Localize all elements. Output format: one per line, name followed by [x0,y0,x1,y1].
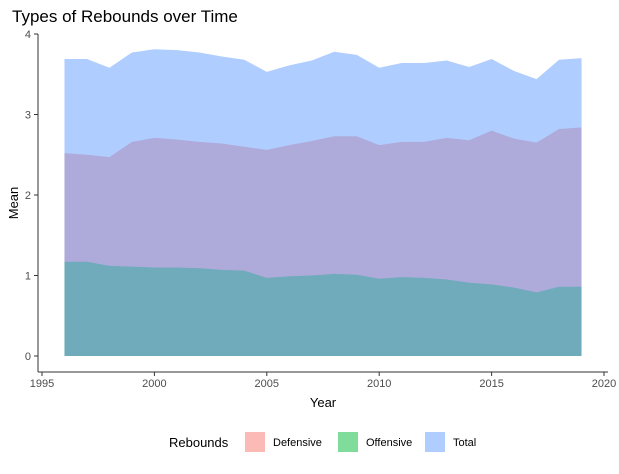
y-tick-label: 2 [25,190,31,202]
axes [37,34,608,373]
y-tick-label: 1 [25,271,31,283]
x-tick-label: 2000 [142,378,166,390]
legend-swatch-offensive [338,432,358,452]
legend-label-offensive: Offensive [366,437,412,449]
x-tick-label: 2010 [367,378,391,390]
x-axis-title: Year [310,395,337,410]
legend-swatch-defensive [245,432,265,452]
legend-label-total: Total [453,437,476,449]
chart-title: Types of Rebounds over Time [12,7,238,26]
legend-title: Rebounds [169,435,229,450]
x-tick-label: 2020 [592,378,616,390]
y-tick-label: 0 [25,351,31,363]
y-tick-label: 4 [25,29,31,41]
x-tick-label: 1995 [30,378,54,390]
legend-label-defensive: Defensive [273,437,322,449]
area-total [64,49,582,357]
legend: Rebounds Defensive Offensive Total [169,432,476,452]
legend-swatch-total [425,432,445,452]
x-tick-label: 2005 [255,378,279,390]
area-layer [64,49,582,357]
y-axis-ticks: 0 1 2 3 4 [25,29,38,363]
x-tick-label: 2015 [479,378,503,390]
y-tick-label: 3 [25,110,31,122]
x-axis-ticks: 1995 2000 2005 2010 2015 2020 [30,372,616,390]
y-axis-title: Mean [6,187,21,220]
